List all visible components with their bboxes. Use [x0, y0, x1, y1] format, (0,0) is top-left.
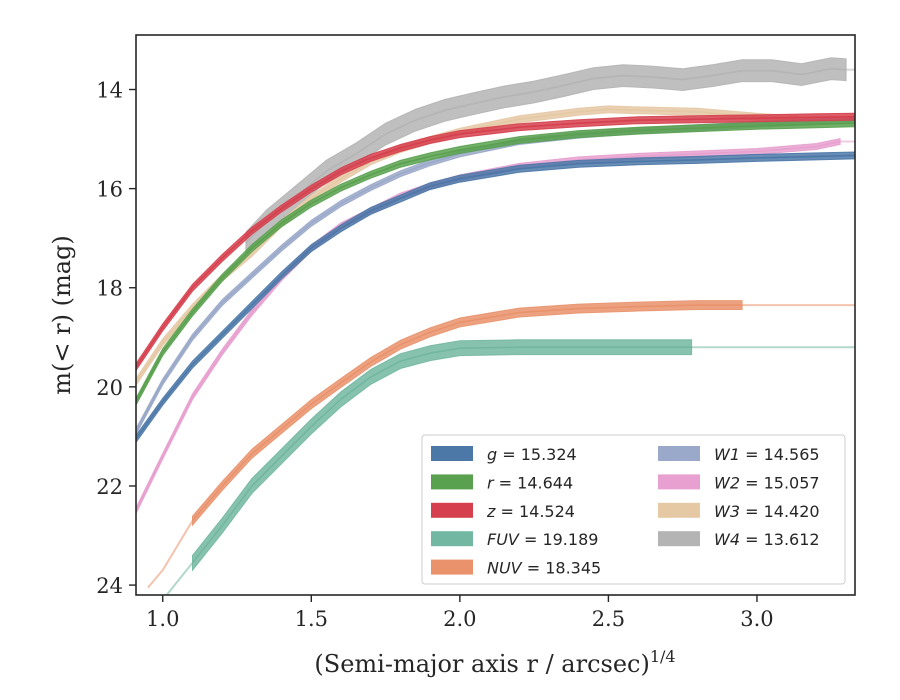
legend-item-w2: W2 = 15.057	[658, 473, 820, 492]
series-r-line	[136, 122, 855, 403]
series-z-line	[136, 116, 855, 368]
y-tick-label: 18	[96, 277, 123, 301]
legend-item-nuv: NUV = 18.345	[431, 559, 601, 578]
legend-item-g: g = 15.324	[431, 445, 577, 464]
series-nuv	[147, 300, 855, 589]
legend-swatch	[658, 474, 700, 490]
series-w4	[245, 57, 855, 256]
series-w1-band	[136, 115, 855, 435]
legend-label: z = 14.524	[486, 502, 575, 521]
plot-frame	[135, 34, 856, 596]
x-tick-label: 2.0	[443, 607, 476, 631]
legend-swatch	[658, 531, 700, 547]
y-tick-label: 16	[96, 178, 123, 202]
series-r	[136, 119, 855, 406]
x-tick-label: 2.5	[592, 607, 625, 631]
series-z-band	[136, 112, 855, 372]
ticks-layer: 1.0 1.5 2.0 2.5 3.0 14 16 18 20 22 24	[96, 79, 773, 631]
series-nuv-extension	[147, 520, 194, 589]
legend-label: W4 = 13.612	[714, 530, 820, 549]
legend-item-fuv: FUV = 19.189	[431, 530, 598, 549]
x-axis-label: (Semi-major axis r / arcsec)1/4	[314, 647, 675, 678]
legend-swatch	[431, 531, 473, 547]
legend-label: NUV = 18.345	[487, 559, 601, 578]
legend-label: W2 = 15.057	[714, 473, 820, 492]
y-tick-label: 14	[96, 79, 123, 103]
legend-item-w1: W1 = 14.565	[658, 445, 820, 464]
legend-frame	[421, 434, 846, 585]
legend-item-w3: W3 = 14.420	[658, 502, 820, 521]
series-layer	[136, 57, 855, 595]
legend-swatch	[658, 446, 700, 461]
series-fuv-band	[192, 339, 693, 572]
legend-swatch	[431, 474, 473, 490]
series-r-band	[136, 119, 855, 406]
legend: g = 15.324 r = 14.644 z = 14.524 FUV = 19.1…	[421, 434, 846, 585]
x-tick-label: 3.0	[740, 607, 773, 631]
y-tick-label: 24	[96, 574, 123, 598]
series-w4-band	[245, 57, 847, 256]
series-g-line	[136, 154, 855, 440]
series-nuv-band	[192, 300, 743, 527]
legend-label: FUV = 19.189	[487, 530, 598, 549]
legend-label: r = 14.644	[487, 473, 573, 492]
x-tick-label: 1.0	[146, 607, 179, 631]
legend-swatch	[658, 502, 700, 518]
series-g-band	[136, 151, 855, 444]
legend-label: W1 = 14.565	[714, 445, 820, 464]
series-w4-line	[245, 67, 847, 244]
series-g	[136, 151, 855, 444]
legend-item-r: r = 14.644	[431, 473, 573, 492]
series-z	[136, 112, 855, 372]
legend-swatch	[431, 446, 473, 461]
legend-swatch	[431, 559, 473, 575]
legend-label: g = 15.324	[487, 445, 577, 464]
series-fuv-line	[191, 346, 692, 564]
series-nuv-line	[191, 304, 743, 522]
legend-item-z: z = 14.524	[431, 502, 575, 521]
legend-item-w4: W4 = 13.612	[658, 530, 820, 549]
series-fuv	[165, 339, 855, 595]
y-tick-label: 20	[96, 376, 123, 400]
y-tick-label: 22	[96, 475, 123, 499]
y-axis-label: m(< r) (mag)	[48, 235, 76, 394]
series-fuv-extension	[165, 562, 194, 595]
legend-label: W3 = 14.420	[714, 502, 820, 521]
x-tick-label: 1.5	[295, 607, 328, 631]
legend-swatch	[431, 502, 473, 518]
